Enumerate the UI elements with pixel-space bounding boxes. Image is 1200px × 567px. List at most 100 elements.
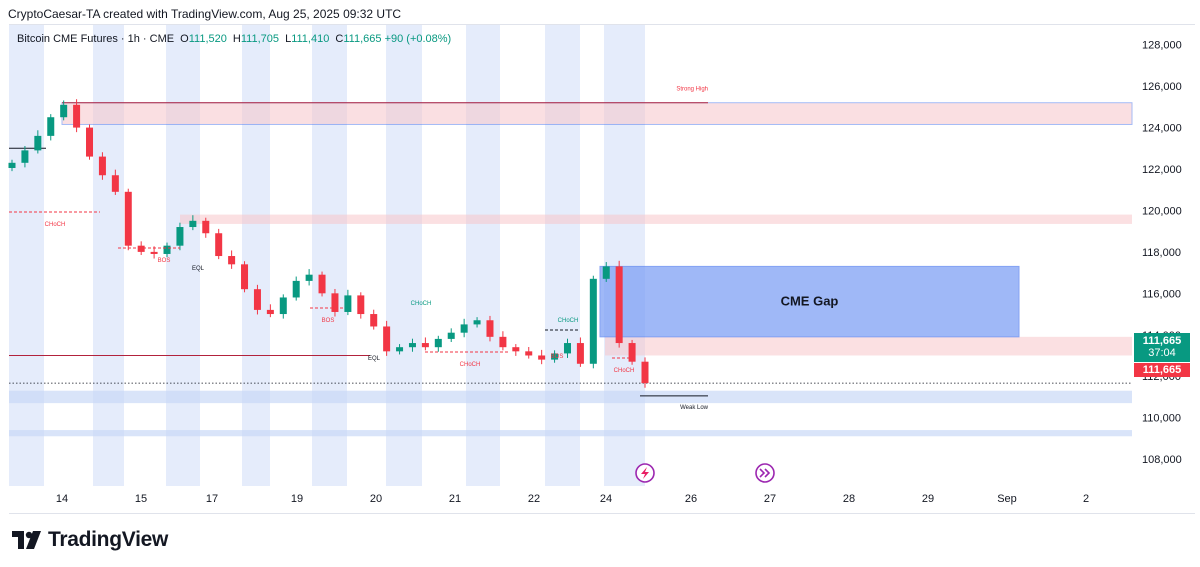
candle-21 xyxy=(279,297,287,315)
legend-close: 111,665 xyxy=(343,33,382,45)
candle-41 xyxy=(538,355,546,360)
annotation-8: CHoCH xyxy=(558,318,579,324)
y-tick-label-5: 118,000 xyxy=(1142,247,1181,259)
x-tick-label-2: 17 xyxy=(206,493,218,505)
annotation-9: CHoCH xyxy=(614,368,635,374)
zone-2 xyxy=(605,336,1132,356)
candle-27 xyxy=(357,295,365,315)
candle-7 xyxy=(98,156,106,176)
candle-1 xyxy=(21,150,29,163)
annotation-3: BOS xyxy=(322,318,335,324)
candle-9 xyxy=(124,191,132,246)
zone-4 xyxy=(9,390,1132,404)
candle-13 xyxy=(176,227,184,246)
annotation-0: CHoCH xyxy=(45,222,66,228)
candle-11 xyxy=(150,251,158,254)
y-tick-label-8: 124,000 xyxy=(1142,123,1182,135)
candle-3 xyxy=(47,117,55,136)
x-axis: 14 15 17 19 20 21 22 24 26 27 28 29 Sep 2 xyxy=(56,493,1089,505)
candle-30 xyxy=(396,347,404,352)
legend-symbol: Bitcoin CME Futures · 1h · CME xyxy=(17,33,175,45)
brand-name: TradingView xyxy=(48,528,169,551)
fast-forward-event-icon[interactable] xyxy=(755,463,775,483)
last-price-value: 111,665 xyxy=(1142,335,1182,347)
candle-45 xyxy=(589,278,597,364)
session-band-3 xyxy=(242,25,270,486)
zones: CME Gap xyxy=(9,102,1133,437)
cme-gap-label: CME Gap xyxy=(781,294,839,309)
y-tick-label-6: 120,000 xyxy=(1142,205,1182,217)
candle-28 xyxy=(370,314,378,327)
candle-38 xyxy=(499,336,507,348)
candle-19 xyxy=(253,289,261,310)
x-tick-label-11: 29 xyxy=(922,493,934,505)
candle-18 xyxy=(241,264,249,290)
annotation-5: CHoCH xyxy=(411,301,432,307)
x-tick-label-6: 22 xyxy=(528,493,540,505)
session-band-5 xyxy=(386,25,422,486)
y-tick-label-7: 122,000 xyxy=(1142,164,1182,176)
chart-area[interactable] xyxy=(9,24,1195,514)
candle-39 xyxy=(512,347,520,352)
candle-23 xyxy=(305,274,313,281)
annotation-2: EQL xyxy=(192,266,205,272)
candle-33 xyxy=(434,338,442,348)
candle-14 xyxy=(189,220,197,228)
level-label-3: Weak Low xyxy=(680,405,709,411)
candle-0 xyxy=(8,162,16,168)
legend-high: 111,705 xyxy=(240,33,280,45)
candle-15 xyxy=(202,220,210,234)
candle-29 xyxy=(383,326,391,352)
x-tick-label-4: 20 xyxy=(370,493,382,505)
session-band-8 xyxy=(604,25,645,486)
chart-legend: Bitcoin CME Futures · 1h · CME O111,520 … xyxy=(17,33,451,45)
session-band-7 xyxy=(545,25,580,486)
candle-34 xyxy=(447,332,455,339)
brand: TradingView xyxy=(12,528,168,552)
y-tick-label-1: 110,000 xyxy=(1142,413,1181,425)
candle-24 xyxy=(318,274,326,294)
session-band-6 xyxy=(466,25,500,486)
y-axis: 108,000110,000112,000114,000116,000118,0… xyxy=(1142,40,1182,466)
x-tick-label-0: 14 xyxy=(56,493,68,505)
candle-44 xyxy=(576,343,584,364)
legend-open-key: O xyxy=(180,33,189,45)
candle-49 xyxy=(641,361,649,384)
candle-43 xyxy=(563,343,571,354)
zone-5 xyxy=(9,430,1132,437)
candle-42 xyxy=(551,353,559,360)
candle-5 xyxy=(73,104,81,128)
x-tick-label-1: 15 xyxy=(135,493,147,505)
candle-10 xyxy=(137,245,145,252)
annotation-1: BOS xyxy=(158,258,171,264)
attribution-text: CryptoCaesar-TA created with TradingView… xyxy=(8,7,402,21)
x-tick-label-7: 24 xyxy=(600,493,612,505)
last-price-tag: 111,665 37:04 xyxy=(1134,333,1190,362)
y-tick-label-0: 108,000 xyxy=(1142,454,1182,466)
legend-low-key: L xyxy=(285,33,292,45)
bar-countdown: 37:04 xyxy=(1148,347,1176,359)
session-band-4 xyxy=(312,25,347,486)
x-tick-label-8: 26 xyxy=(685,493,697,505)
legend-close-key: C xyxy=(335,33,344,45)
y-tick-label-10: 128,000 xyxy=(1142,40,1182,52)
candle-22 xyxy=(292,280,300,298)
y-tick-label-4: 116,000 xyxy=(1142,288,1181,300)
candle-32 xyxy=(421,343,429,348)
candle-16 xyxy=(215,233,223,257)
candles xyxy=(8,99,649,388)
candle-31 xyxy=(408,343,416,348)
candle-40 xyxy=(525,351,533,356)
x-tick-label-5: 21 xyxy=(449,493,461,505)
legend-low: 111,410 xyxy=(291,33,330,45)
level-label-0: Strong High xyxy=(676,87,708,93)
candle-47 xyxy=(615,266,623,344)
x-tick-label-3: 19 xyxy=(291,493,303,505)
economic-event-icon[interactable] xyxy=(635,463,655,483)
candle-17 xyxy=(228,256,236,265)
legend-open: 111,520 xyxy=(188,33,227,45)
annotation-4: EQL xyxy=(368,356,381,362)
close-price-tag: 111,665 xyxy=(1134,363,1190,377)
x-tick-label-13: 2 xyxy=(1083,493,1089,505)
